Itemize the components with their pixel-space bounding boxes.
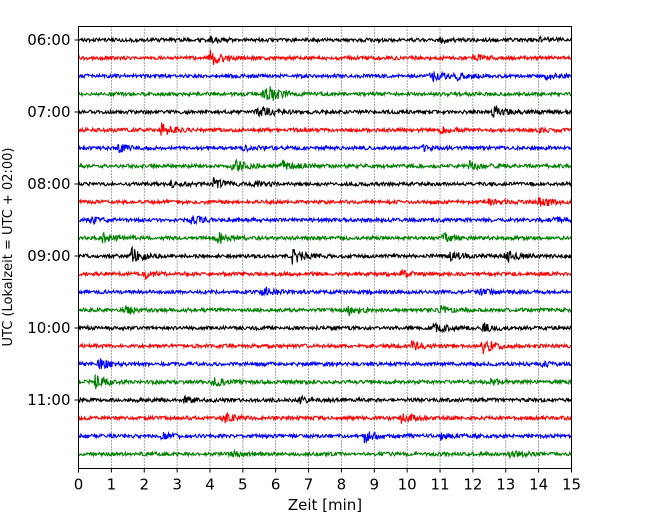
trace-1115 [78, 411, 572, 424]
trace-1100 [78, 394, 572, 405]
trace-1130 [77, 431, 572, 444]
x-tick-label-10: 10 [398, 476, 417, 494]
trace-1015 [78, 340, 572, 355]
y-tick-label-3: 09:00 [27, 247, 70, 265]
x-tick-label-4: 4 [205, 476, 215, 494]
x-tick-label-0: 0 [74, 476, 84, 494]
x-tick-label-14: 14 [529, 476, 548, 494]
x-tick-label-7: 7 [304, 476, 314, 494]
x-tick-label-12: 12 [463, 476, 482, 494]
x-tick-label-8: 8 [337, 476, 347, 494]
trace-0945 [77, 304, 572, 317]
x-tick-label-2: 2 [139, 476, 149, 494]
trace-1030 [78, 358, 572, 371]
trace-0600 [78, 34, 572, 45]
trace-0645 [77, 86, 573, 101]
y-axis: 06:00 07:00 08:00 09:00 10:00 11:00 [27, 31, 79, 409]
y-tick-label-5: 11:00 [27, 391, 70, 409]
x-tick-label-1: 1 [107, 476, 117, 494]
trace-layer [77, 34, 573, 460]
x-tick-label-13: 13 [496, 476, 515, 494]
trace-0630 [77, 70, 572, 83]
plot-frame [78, 26, 572, 469]
x-tick-label-3: 3 [172, 476, 182, 494]
x-tick-label-9: 9 [370, 476, 380, 494]
trace-0800 [77, 176, 572, 189]
trace-0900 [77, 245, 572, 265]
trace-0830 [78, 215, 572, 226]
x-axis-label: Zeit [min] [288, 496, 362, 514]
x-axis: 0 1 2 3 4 5 6 7 8 9 10 11 12 13 14 15 [74, 468, 581, 494]
trace-0715 [78, 121, 573, 136]
y-axis-label: UTC (Lokalzeit = UTC + 02:00) [1, 148, 16, 347]
trace-0930 [77, 286, 573, 297]
x-tick-label-15: 15 [562, 476, 581, 494]
trace-0815 [78, 196, 573, 207]
x-tick-label-6: 6 [271, 476, 281, 494]
trace-0700 [77, 104, 572, 118]
trace-0730 [77, 144, 572, 153]
trace-0745 [78, 158, 572, 173]
x-tick-label-11: 11 [430, 476, 449, 494]
y-tick-label-4: 10:00 [27, 319, 70, 337]
trace-0845 [77, 231, 573, 245]
trace-0915 [78, 269, 572, 281]
y-tick-label-0: 06:00 [27, 31, 70, 49]
trace-0615 [77, 49, 572, 65]
x-tick-label-5: 5 [238, 476, 248, 494]
y-tick-label-1: 07:00 [27, 103, 70, 121]
y-tick-label-2: 08:00 [27, 175, 70, 193]
trace-1145 [77, 448, 572, 460]
trace-1045 [77, 374, 572, 390]
trace-1000 [78, 321, 573, 334]
